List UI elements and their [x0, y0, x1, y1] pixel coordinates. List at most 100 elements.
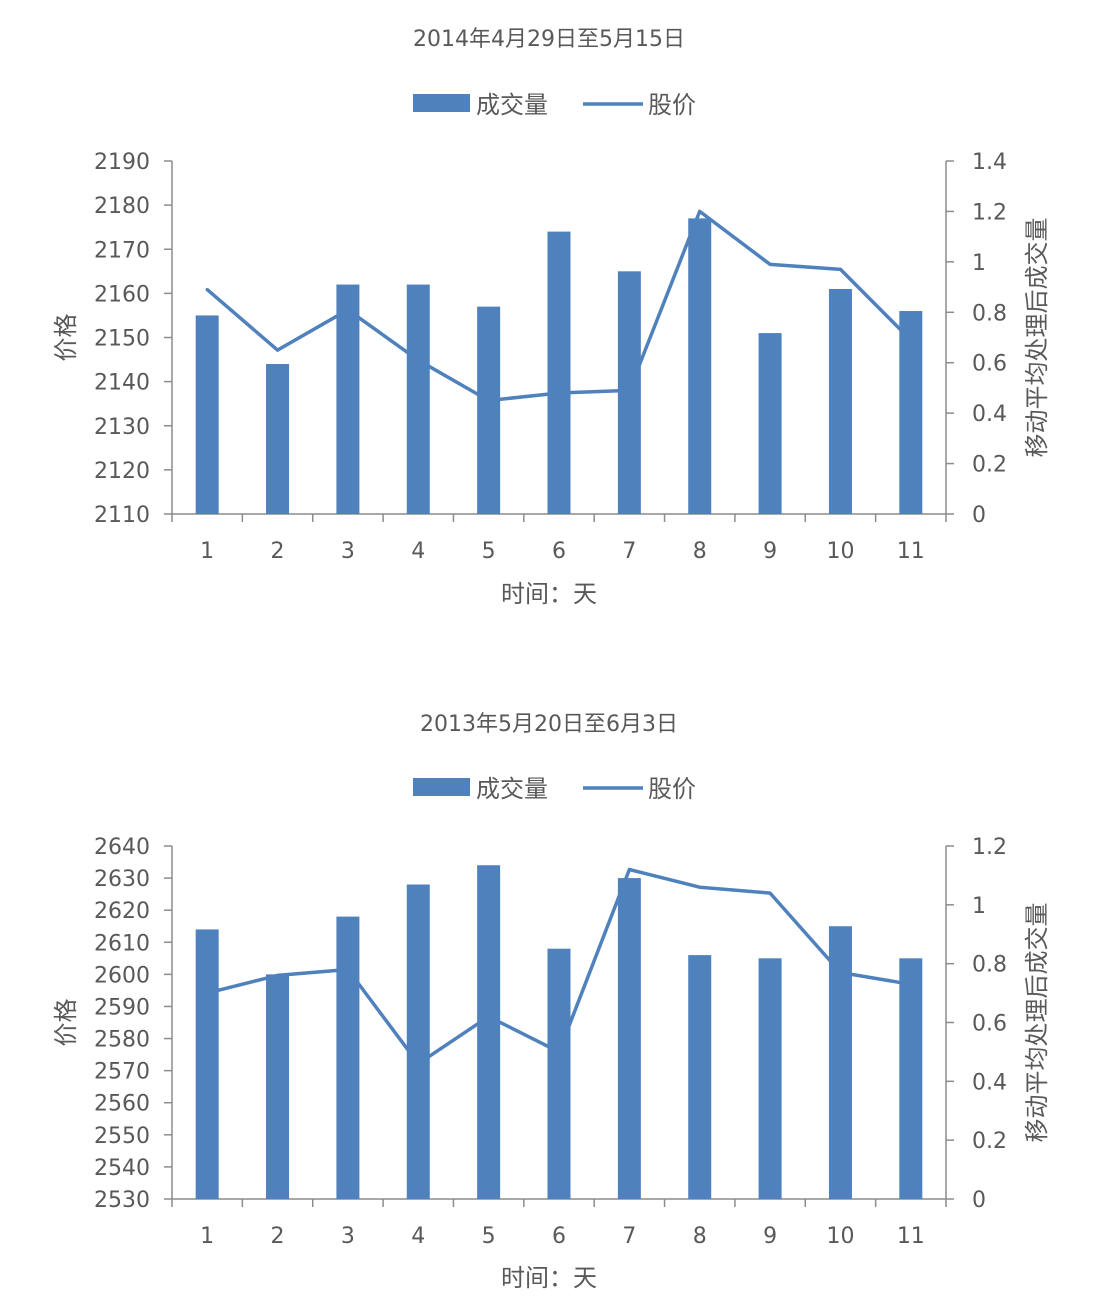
line-point: [768, 262, 772, 266]
bar: [828, 926, 852, 1199]
line-point: [838, 267, 843, 272]
legend-label-line: 股价: [648, 775, 696, 803]
bar: [547, 948, 571, 1199]
legend-label-bar: 成交量: [476, 775, 548, 803]
left-tick-label: 2130: [94, 415, 150, 440]
line-point: [205, 287, 209, 292]
line-point: [698, 209, 702, 214]
left-tick-label: 2160: [94, 282, 150, 307]
bar: [406, 284, 430, 514]
legend-label-line: 股价: [648, 91, 696, 119]
right-tick-label: 0.2: [972, 1129, 1007, 1154]
right-tick-label: 0.6: [972, 352, 1007, 377]
left-tick-label: 2600: [94, 963, 150, 988]
bar: [477, 306, 501, 514]
bar: [336, 916, 360, 1199]
line-point: [205, 991, 209, 995]
line-point: [627, 388, 631, 393]
bar: [547, 231, 571, 514]
right-tick-label: 0.4: [972, 402, 1007, 427]
left-tick-label: 2120: [94, 459, 150, 484]
x-tick-label: 5: [482, 1224, 496, 1249]
right-tick-label: 1.2: [972, 200, 1007, 225]
x-tick-label: 4: [411, 1224, 425, 1249]
bar: [195, 315, 219, 514]
x-tick-label: 1: [200, 1224, 214, 1249]
left-tick-label: 2170: [94, 238, 150, 263]
x-tick-label: 1: [200, 539, 214, 564]
right-tick-label: 1: [972, 251, 986, 276]
chart-title: 2014年4月29日至5月15日: [413, 27, 685, 52]
line-point: [275, 348, 280, 352]
line-point: [557, 391, 561, 395]
line-point: [627, 867, 631, 872]
bar: [899, 958, 923, 1199]
bar: [688, 955, 712, 1199]
x-tick-label: 10: [826, 539, 854, 564]
right-tick-label: 1: [972, 894, 986, 919]
legend-swatch-bar: [413, 778, 470, 796]
left-axis-title: 价格: [52, 999, 80, 1047]
legend-label-bar: 成交量: [476, 91, 548, 119]
right-tick-label: 0: [972, 503, 986, 528]
bar: [477, 865, 501, 1199]
x-axis-title: 时间：天: [501, 1264, 597, 1292]
left-tick-label: 2640: [94, 835, 150, 860]
x-tick-label: 4: [411, 539, 425, 564]
line-point: [275, 973, 280, 978]
bar: [617, 271, 641, 514]
left-tick-label: 2570: [94, 1060, 150, 1085]
left-tick-label: 2150: [94, 327, 150, 352]
left-tick-label: 2590: [94, 995, 150, 1020]
left-tick-label: 2530: [94, 1188, 150, 1213]
line-point: [909, 982, 913, 986]
right-tick-label: 0.4: [972, 1070, 1007, 1095]
right-axis-title: 移动平均处理后成交量: [1023, 903, 1051, 1143]
bar: [195, 929, 219, 1199]
x-tick-label: 5: [482, 539, 496, 564]
right-tick-label: 0: [972, 1188, 986, 1213]
x-tick-label: 11: [897, 539, 925, 564]
right-tick-label: 0.8: [972, 953, 1007, 978]
bar: [617, 878, 641, 1199]
x-tick-label: 3: [341, 539, 355, 564]
x-tick-label: 6: [552, 539, 566, 564]
x-tick-label: 7: [622, 1224, 636, 1249]
x-tick-label: 9: [763, 1224, 777, 1249]
bar: [688, 218, 712, 515]
line-point: [416, 1062, 420, 1066]
legend-swatch-bar: [413, 94, 470, 112]
left-tick-label: 2580: [94, 1028, 150, 1053]
left-tick-label: 2540: [94, 1156, 150, 1181]
x-tick-label: 10: [826, 1224, 854, 1249]
line-point: [698, 885, 702, 889]
left-tick-label: 2180: [94, 194, 150, 219]
line-point: [346, 967, 350, 972]
left-tick-label: 2110: [94, 503, 150, 528]
line-point: [557, 1050, 561, 1054]
line-point: [416, 358, 420, 362]
left-tick-label: 2630: [94, 867, 150, 892]
right-tick-label: 0.2: [972, 453, 1007, 478]
right-axis-title: 移动平均处理后成交量: [1023, 218, 1051, 458]
left-tick-label: 2550: [94, 1124, 150, 1149]
right-tick-label: 1.4: [972, 150, 1007, 175]
x-tick-label: 3: [341, 1224, 355, 1249]
bar: [266, 363, 290, 514]
x-tick-label: 2: [271, 539, 285, 564]
line-point: [346, 308, 350, 312]
line-point: [487, 1015, 491, 1019]
legend: 成交量 股价: [413, 775, 696, 803]
x-tick-label: 2: [271, 1224, 285, 1249]
x-tick-label: 8: [693, 1224, 707, 1249]
left-axis-title: 价格: [52, 314, 80, 362]
line-point: [838, 970, 843, 975]
chart-title: 2013年5月20日至6月3日: [420, 712, 678, 737]
line-point: [768, 891, 772, 895]
left-tick-label: 2140: [94, 371, 150, 396]
bar: [899, 311, 923, 514]
bar: [758, 958, 782, 1199]
